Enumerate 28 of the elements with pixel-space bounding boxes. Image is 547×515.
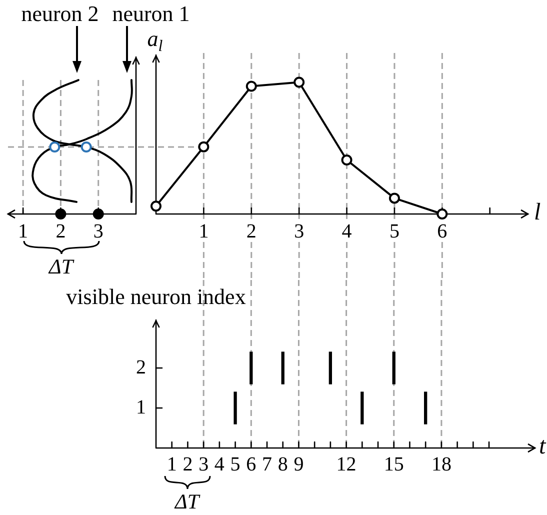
x-tick-label: 2 <box>246 220 256 242</box>
text: neuron 1 <box>112 0 190 26</box>
x-tick-label: 1 <box>166 453 177 476</box>
x-tick-label: 12 <box>336 453 356 476</box>
x-tick-label: 1 <box>198 220 209 242</box>
x-axis-title: t <box>539 433 547 460</box>
x-tick-label: 2 <box>182 453 193 476</box>
x-tick-label: 5 <box>230 453 240 476</box>
x-tick-label: 2 <box>56 220 66 242</box>
x-tick-label: 15 <box>384 453 404 476</box>
text: ΔT <box>48 254 74 279</box>
x-tick-label: 3 <box>93 220 104 242</box>
x-tick-label: 3 <box>198 453 209 476</box>
x-tick-label: 9 <box>294 453 304 476</box>
x-tick-label: 18 <box>431 453 452 476</box>
x-tick-label: 4 <box>342 220 352 242</box>
x-tick-label: 4 <box>214 453 224 476</box>
text: neuron 2 <box>21 0 99 26</box>
x-tick-label: 8 <box>278 453 288 476</box>
x-tick-label: 6 <box>437 220 448 242</box>
text: ΔT <box>174 490 200 514</box>
x-tick-label: 6 <box>246 453 256 476</box>
x-tick-label: 3 <box>294 220 304 242</box>
x-tick-label: 5 <box>389 220 400 242</box>
y-axis-title: visible neuron index <box>66 284 246 309</box>
x-tick-label: 1 <box>18 220 28 242</box>
x-axis-title: l <box>534 199 541 226</box>
x-tick-label: 7 <box>262 453 272 476</box>
